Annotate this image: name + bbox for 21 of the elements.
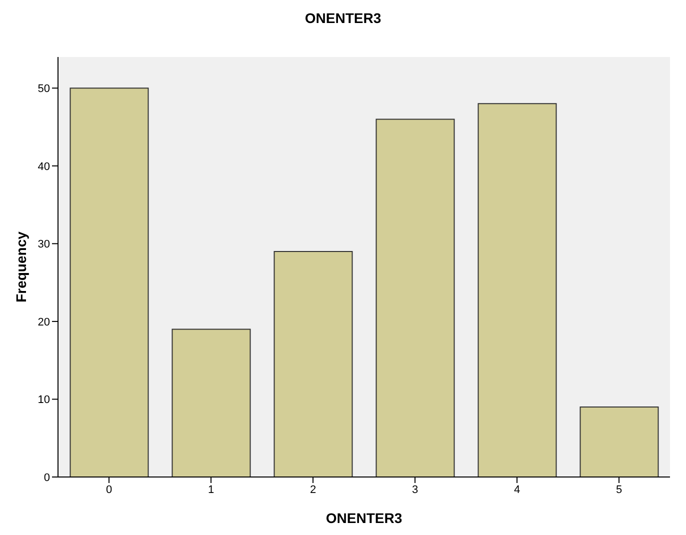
bar bbox=[376, 118, 455, 477]
x-tick-label: 1 bbox=[208, 484, 214, 496]
bar bbox=[478, 103, 557, 477]
y-tick-label: 20 bbox=[38, 316, 50, 328]
bar bbox=[70, 88, 149, 477]
bar bbox=[172, 328, 251, 477]
x-tick-label: 5 bbox=[616, 484, 622, 496]
bar bbox=[580, 406, 659, 477]
y-tick-label: 50 bbox=[38, 83, 50, 96]
y-axis-title: Frequency bbox=[12, 231, 29, 302]
bar bbox=[274, 250, 353, 477]
y-tick-label: 0 bbox=[44, 472, 50, 484]
y-tick-label: 10 bbox=[38, 394, 50, 406]
y-tick-label: 30 bbox=[38, 238, 50, 251]
x-tick-label: 2 bbox=[310, 484, 316, 496]
x-tick-label: 0 bbox=[106, 484, 112, 496]
y-tick-label: 40 bbox=[38, 160, 50, 173]
x-tick-label: 4 bbox=[514, 484, 520, 496]
chart-title: ONENTER3 bbox=[304, 9, 382, 28]
x-tick-label: 3 bbox=[412, 484, 418, 496]
x-axis-title: ONENTER3 bbox=[326, 510, 402, 526]
